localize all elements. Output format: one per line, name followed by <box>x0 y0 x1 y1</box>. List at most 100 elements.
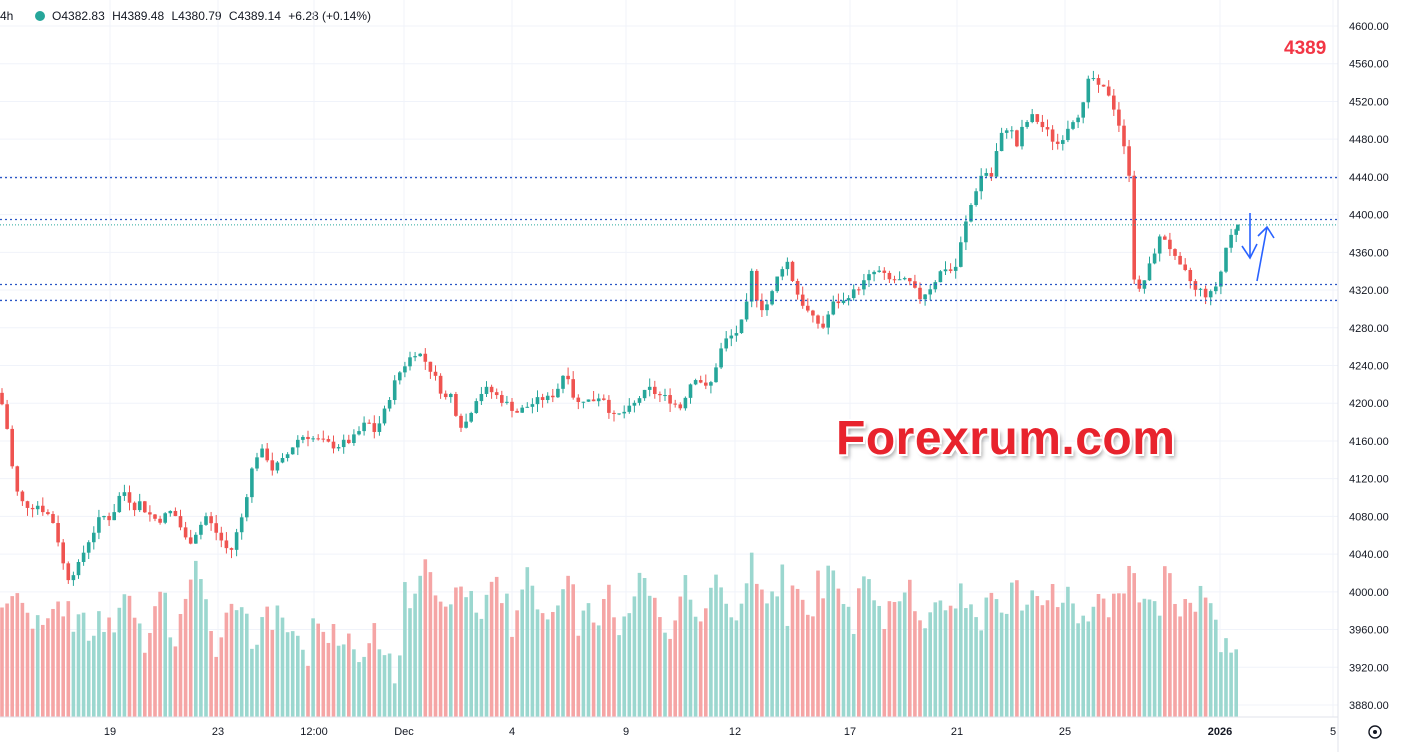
candle-body <box>1142 280 1147 289</box>
candle-body <box>464 421 468 428</box>
volume-bar <box>10 596 14 717</box>
volume-bar <box>449 604 453 717</box>
x-tick-label: 5 <box>1330 726 1336 738</box>
candle-body <box>137 501 142 511</box>
candle-body <box>959 242 963 267</box>
candle-body <box>127 492 132 503</box>
candle-body <box>449 394 453 398</box>
volume-bar <box>724 603 728 717</box>
volume-bar <box>0 607 4 717</box>
candle-body <box>301 436 305 440</box>
volume-bar <box>265 606 269 717</box>
candle-body <box>994 151 999 177</box>
volume-bar <box>489 581 494 717</box>
timeframe-label[interactable]: 4h <box>0 9 14 23</box>
candle-body <box>948 269 953 271</box>
volume-bar <box>66 601 71 717</box>
volume-bar <box>280 617 285 717</box>
candle-body <box>372 423 377 432</box>
candle-body <box>515 410 519 413</box>
candle-body <box>841 300 846 304</box>
volume-bar <box>270 629 275 717</box>
volume-bar <box>535 609 540 717</box>
volume-bar <box>5 603 9 717</box>
market-status-icon <box>34 11 45 21</box>
volume-bar <box>1147 599 1152 717</box>
candle-body <box>1101 84 1106 87</box>
volume-bar <box>913 611 917 717</box>
candle-body <box>163 513 167 523</box>
volume-bar <box>1096 593 1101 717</box>
volume-bar <box>127 595 132 717</box>
volume-bar <box>46 618 50 717</box>
volume-bar <box>403 582 407 717</box>
close-value: C4389.14 <box>228 9 281 23</box>
volume-bar <box>755 583 759 717</box>
volume-bar <box>362 656 366 717</box>
volume-bar <box>433 595 438 717</box>
candle-body <box>1015 130 1019 147</box>
volume-bar <box>602 598 606 717</box>
volume-bar <box>296 635 300 717</box>
volume-bar <box>413 593 417 717</box>
candle-body <box>245 497 249 518</box>
candle-body <box>0 392 4 405</box>
y-tick-label: 4200.00 <box>1349 398 1389 410</box>
candle-body <box>709 382 713 386</box>
volume-bar <box>1101 598 1106 717</box>
volume-bar <box>148 632 152 717</box>
candle-body <box>663 395 667 397</box>
candle-body <box>1112 95 1116 110</box>
volume-bar <box>933 602 938 717</box>
volume-bar <box>423 559 428 717</box>
candle-body <box>270 460 275 471</box>
volume-bar <box>760 589 764 717</box>
y-tick-label: 3880.00 <box>1349 700 1389 712</box>
price-axis <box>1338 0 1409 752</box>
volume-bar <box>301 649 305 717</box>
candle-body <box>1076 117 1080 123</box>
volume-bar <box>347 633 351 717</box>
volume-bar <box>1234 649 1238 717</box>
volume-bar <box>1045 600 1050 717</box>
volume-bar <box>617 635 621 717</box>
volume-bar <box>683 575 688 717</box>
candle-body <box>443 393 448 398</box>
volume-bar <box>510 636 514 717</box>
candle-body <box>387 400 392 409</box>
volume-bar <box>418 575 422 717</box>
candle-body <box>219 532 224 541</box>
volume-bar <box>862 576 866 717</box>
volume-bar <box>1025 604 1029 717</box>
volume-bar <box>1015 580 1019 717</box>
volume-bar <box>872 600 876 717</box>
volume-bar <box>1173 603 1177 717</box>
volume-bar <box>627 613 632 717</box>
volume-bar <box>663 632 667 717</box>
candle-body <box>1106 86 1111 96</box>
candle-body <box>540 397 545 401</box>
candle-body <box>586 399 591 402</box>
volume-bar <box>56 601 60 717</box>
volume-bar <box>586 603 591 717</box>
candle-body <box>224 540 229 549</box>
volume-bar <box>372 623 377 717</box>
volume-bar <box>923 628 927 717</box>
volume-bar <box>596 625 601 717</box>
candle-body <box>1163 236 1167 240</box>
candle-body <box>1086 78 1091 103</box>
volume-bar <box>749 552 754 717</box>
candle-body <box>612 412 616 414</box>
y-tick-label: 4160.00 <box>1349 436 1389 448</box>
candle-body <box>1040 121 1045 128</box>
volume-bar <box>15 593 20 717</box>
candle-body <box>1035 114 1040 122</box>
volume-bar <box>1086 621 1091 717</box>
volume-bar <box>97 611 101 717</box>
x-tick-label: 12:00 <box>300 726 328 738</box>
volume-bar <box>51 608 55 717</box>
volume-bar <box>632 596 637 717</box>
up-arrow-drawing <box>1256 225 1275 282</box>
settings-gear-icon[interactable] <box>1368 725 1382 739</box>
